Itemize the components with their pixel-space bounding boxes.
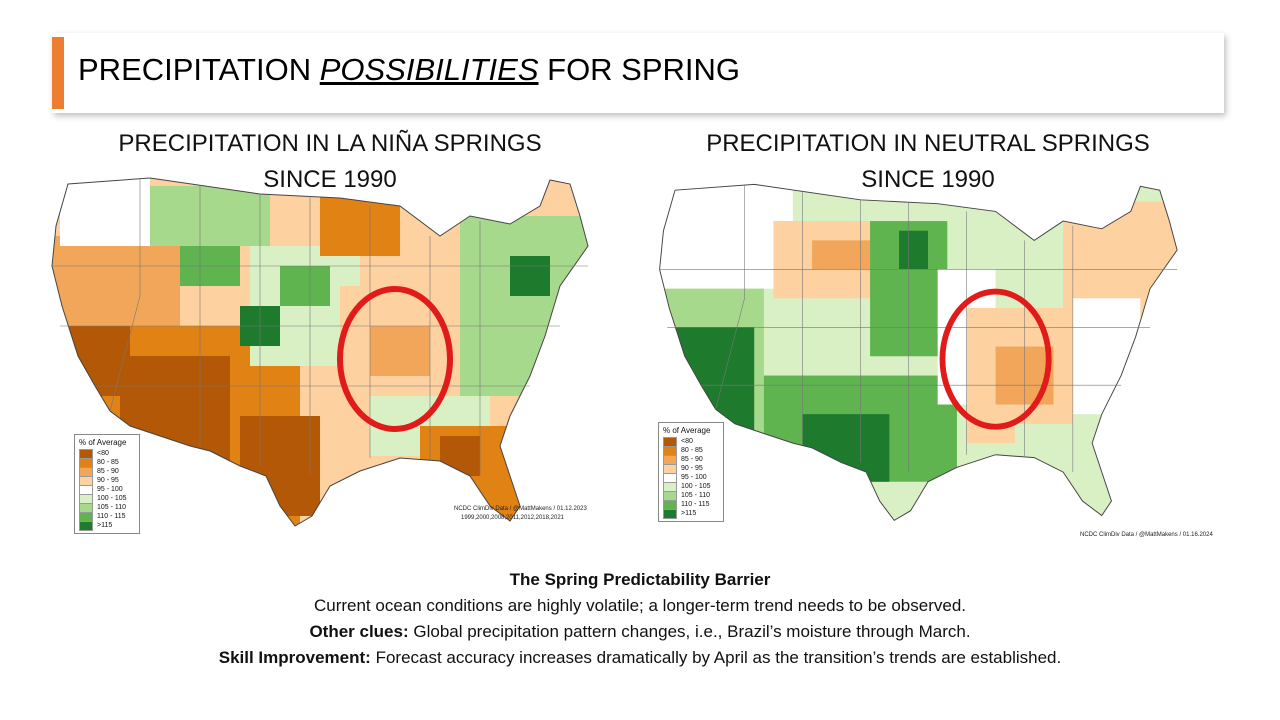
highlight-circle-lanina xyxy=(337,286,453,432)
legend-label: 110 - 115 xyxy=(681,501,710,508)
legend-label: 85 - 90 xyxy=(97,468,119,475)
notes-heading: The Spring Predictability Barrier xyxy=(509,570,771,589)
us-map-lanina xyxy=(51,177,589,527)
legend-rows: <80 80 - 85 85 - 90 90 - 95 95 - 100 100 - 10… xyxy=(79,448,135,531)
legend-item: >115 xyxy=(663,508,719,519)
notes-line-3: Skill Improvement: Forecast accuracy inc… xyxy=(218,648,1062,667)
state-lines xyxy=(52,178,588,476)
state-lines xyxy=(659,184,1178,473)
title-emphasis: POSSIBILITIES xyxy=(319,52,539,87)
legend-neutral: % of Average <80 80 - 85 85 - 90 90 - 95 95 … xyxy=(658,422,724,522)
legend-label: >115 xyxy=(681,510,697,517)
legend-label: 90 - 95 xyxy=(97,477,119,484)
legend-label: 100 - 105 xyxy=(681,483,711,490)
legend-rows: <80 80 - 85 85 - 90 90 - 95 95 - 100 100 - 10… xyxy=(663,436,719,519)
legend-label: <80 xyxy=(681,438,693,445)
legend-label: 95 - 100 xyxy=(97,486,123,493)
map-panel-neutral: PRECIPITATION IN NEUTRAL SPRINGS SINCE 1… xyxy=(648,126,1213,550)
map-title-lanina: PRECIPITATION IN LA NIÑA SPRINGS SINCE 1… xyxy=(118,130,542,193)
slide-title: PRECIPITATION POSSIBILITIES FOR SPRING xyxy=(78,52,741,87)
legend-lanina: % of Average <80 80 - 85 85 - 90 90 - 95 95 … xyxy=(74,434,140,534)
legend-label: 105 - 110 xyxy=(97,504,127,511)
us-outline xyxy=(51,177,589,527)
notes-line-1: Current ocean conditions are highly vola… xyxy=(313,596,967,615)
notes-block: The Spring Predictability Barrier Curren… xyxy=(0,567,1280,671)
legend-label: >115 xyxy=(97,522,113,529)
notes-line-2: Other clues: Global precipitation patter… xyxy=(309,622,971,641)
us-outline xyxy=(659,183,1178,522)
legend-label: 80 - 85 xyxy=(97,459,119,466)
credit-neutral: NCDC ClimDiv Data / @MattMakens / 01.16.… xyxy=(1080,532,1213,538)
legend-item: >115 xyxy=(79,520,135,531)
legend-swatch xyxy=(663,508,677,519)
legend-label: 80 - 85 xyxy=(681,447,703,454)
credit-lanina: NCDC ClimDiv Data / @MattMakens / 01.12.… xyxy=(454,506,587,512)
legend-label: 105 - 110 xyxy=(681,492,711,499)
map-title-neutral: PRECIPITATION IN NEUTRAL SPRINGS SINCE 1… xyxy=(706,130,1150,193)
legend-label: <80 xyxy=(97,450,109,457)
legend-label: 90 - 95 xyxy=(681,465,703,472)
years-lanina: 1999,2000,2008,2011,2012,2018,2021 xyxy=(461,515,564,521)
legend-label: 95 - 100 xyxy=(681,474,707,481)
legend-label: 85 - 90 xyxy=(681,456,703,463)
neutral-shading xyxy=(659,184,1178,521)
legend-swatch xyxy=(79,520,93,531)
title-bar: PRECIPITATION POSSIBILITIES FOR SPRING xyxy=(52,33,1224,113)
map-panel-lanina: PRECIPITATION IN LA NIÑA SPRINGS SINCE 1… xyxy=(40,126,620,550)
legend-label: 110 - 115 xyxy=(97,513,126,520)
legend-label: 100 - 105 xyxy=(97,495,127,502)
title-accent-bar xyxy=(52,37,64,109)
us-map-neutral xyxy=(659,183,1178,522)
highlight-circle-neutral xyxy=(939,288,1052,430)
